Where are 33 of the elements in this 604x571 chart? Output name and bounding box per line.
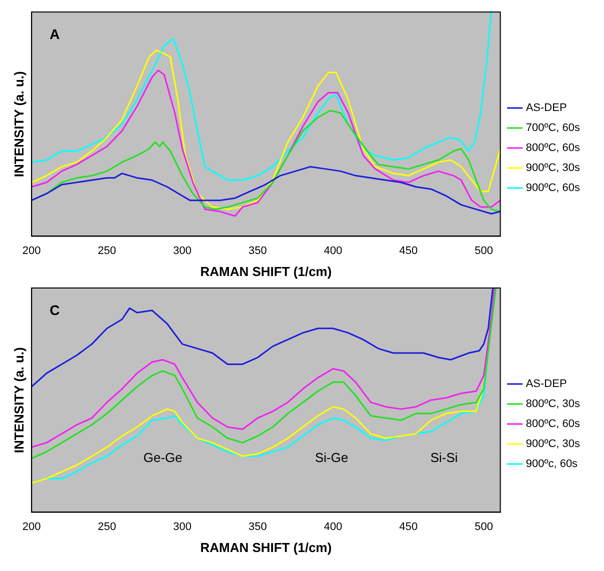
x-tick-label: 300 — [173, 520, 192, 533]
legend-label: AS-DEP — [526, 102, 567, 114]
legend-label: 800ºC, 60s — [526, 142, 580, 154]
annotation: Ge-Ge — [143, 450, 182, 465]
x-tick-label: 200 — [22, 520, 41, 533]
x-tick-label: 400 — [324, 520, 342, 533]
legend-label: 800ºC, 60s — [526, 418, 580, 430]
legend-label: 900ºc, 60s — [526, 458, 578, 470]
x-tick-label: 200 — [22, 244, 41, 257]
annotation: Si-Ge — [314, 450, 348, 465]
x-tick-label: 450 — [399, 520, 418, 533]
x-tick-label: 450 — [399, 244, 418, 257]
x-axis-title: RAMAN SHIFT (1/cm) — [200, 540, 332, 555]
x-axis-title: RAMAN SHIFT (1/cm) — [200, 264, 332, 279]
x-tick-label: 250 — [98, 244, 116, 257]
legend-label: AS-DEP — [526, 378, 567, 390]
annotation: C — [50, 302, 60, 318]
legend-label: 900ºC, 30s — [526, 162, 580, 174]
x-tick-label: 350 — [248, 520, 267, 533]
x-tick-label: 500 — [474, 520, 493, 533]
annotation: Si-Si — [430, 450, 458, 465]
x-tick-label: 400 — [324, 244, 342, 257]
x-tick-label: 250 — [98, 520, 116, 533]
legend-label: 900ºC, 30s — [526, 438, 580, 450]
x-tick-label: 350 — [248, 244, 267, 257]
legend-label: 800ºC, 30s — [526, 398, 580, 410]
x-tick-label: 300 — [173, 244, 192, 257]
legend-label: 900ºC, 60s — [526, 182, 580, 194]
y-axis-title: INTENSITY (a. u.) — [11, 71, 26, 178]
legend-label: 700ºC, 60s — [526, 122, 580, 134]
annotation: A — [50, 26, 60, 42]
y-axis-title: INTENSITY (a. u.) — [11, 347, 26, 454]
x-tick-label: 500 — [474, 244, 493, 257]
